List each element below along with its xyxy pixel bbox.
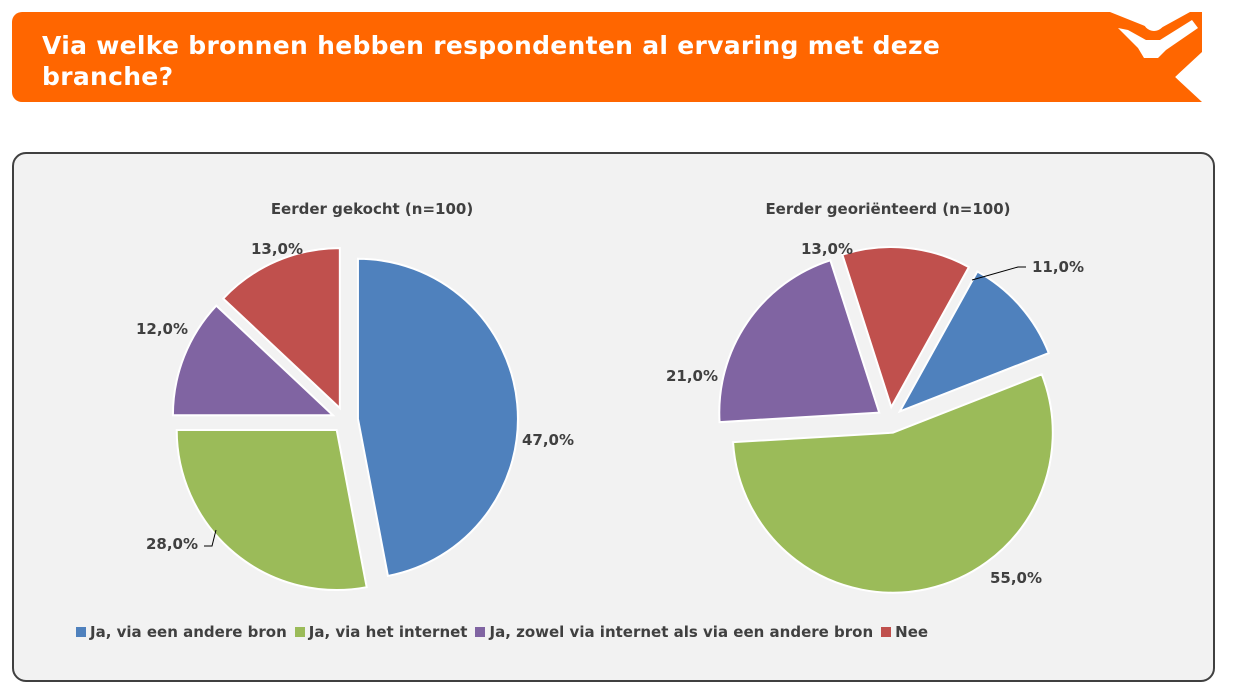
legend-item-andere-bron: Ja, via een andere bron	[76, 623, 287, 641]
chart-1-slice-4	[221, 247, 341, 411]
page-title: Via welke bronnen hebben respondenten al…	[42, 31, 941, 91]
chart-1-slice-3	[171, 304, 336, 417]
chart-1-slice-2	[175, 429, 368, 592]
legend-label: Ja, via het internet	[308, 623, 468, 641]
chart-2-data-label-2: 55,0%	[990, 569, 1042, 587]
legend: Ja, via een andere bron Ja, via het inte…	[76, 623, 936, 641]
chart-1-slice-1	[356, 257, 519, 578]
legend-item-nee: Nee	[881, 623, 928, 641]
legend-swatch	[881, 627, 892, 637]
chart-2-slice-1	[897, 270, 1051, 414]
legend-swatch	[294, 627, 305, 637]
person-cheering-icon	[1080, 0, 1210, 102]
legend-swatch	[76, 627, 86, 637]
chart-2-slice-2	[732, 373, 1054, 594]
legend-label: Ja, zowel via internet als via een ander…	[489, 623, 874, 641]
chart-1-data-label-2: 28,0%	[146, 535, 198, 553]
chart-1-data-label-3: 12,0%	[136, 320, 188, 338]
legend-label: Nee	[895, 623, 929, 641]
chart-1-leader-line-2	[204, 529, 217, 547]
header-banner: Via welke bronnen hebben respondenten al…	[12, 12, 1202, 102]
legend-item-internet: Ja, via het internet	[294, 623, 468, 641]
chart-2-data-label-4: 13,0%	[801, 240, 853, 258]
chart-2-data-label-3: 21,0%	[666, 367, 718, 385]
chart-2-slice-3	[718, 259, 881, 424]
chart-2-slice-4	[841, 246, 971, 410]
chart-1-data-label-4: 13,0%	[251, 240, 303, 258]
chart-2-data-label-1: 11,0%	[1032, 258, 1084, 276]
chart-1-title: Eerder gekocht (n=100)	[271, 200, 473, 218]
legend-item-beide: Ja, zowel via internet als via een ander…	[475, 623, 873, 641]
chart-2-leader-line-1	[971, 266, 1026, 281]
legend-swatch	[475, 627, 486, 637]
legend-label: Ja, via een andere bron	[90, 623, 287, 641]
chart-2-title: Eerder georiënteerd (n=100)	[765, 200, 1010, 218]
chart-1-data-label-1: 47,0%	[522, 431, 574, 449]
